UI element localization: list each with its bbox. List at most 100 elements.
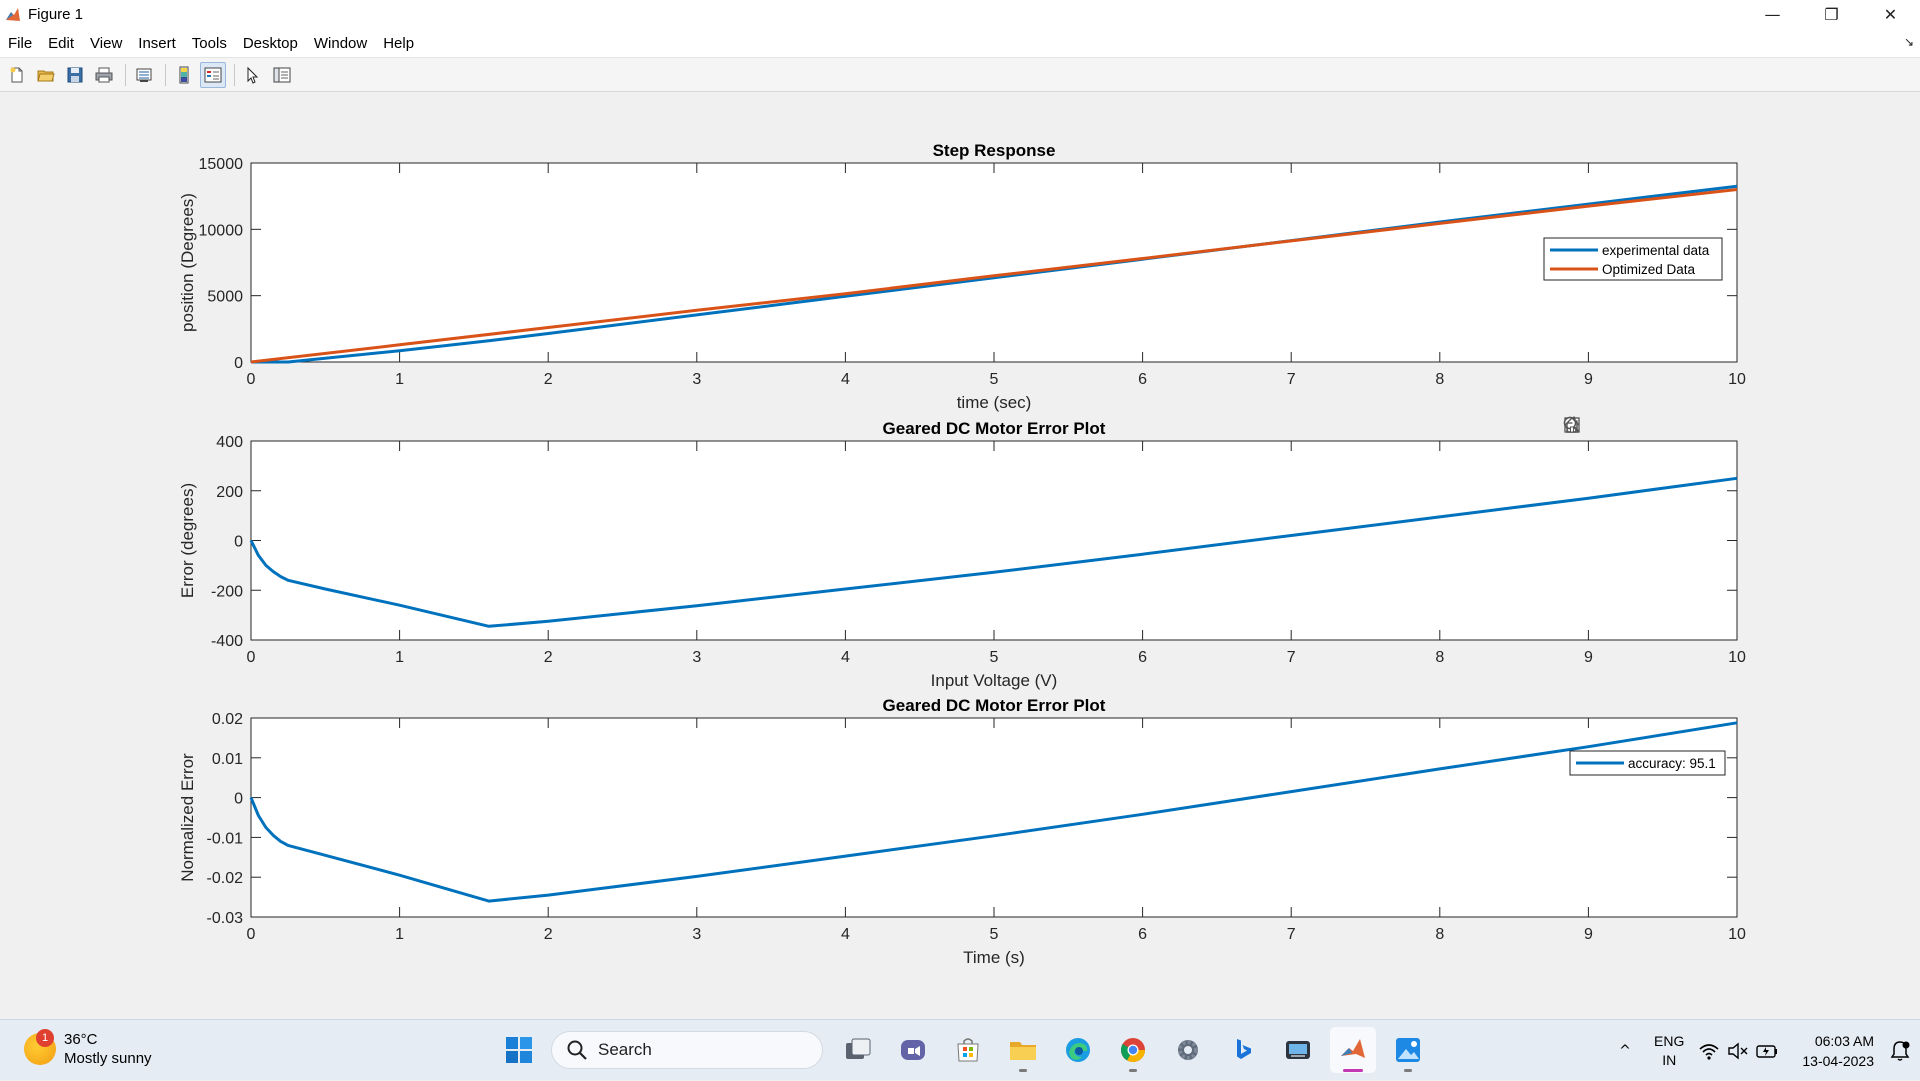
new-figure-button[interactable] <box>4 62 30 88</box>
x-axis-label: time (sec) <box>957 393 1032 412</box>
menu-edit[interactable]: Edit <box>48 34 75 52</box>
y-axis-label: Error (degrees) <box>178 483 197 598</box>
x-tick-label: 0 <box>247 371 256 388</box>
teams-app[interactable] <box>890 1027 936 1073</box>
bing-app[interactable] <box>1220 1027 1266 1073</box>
clock-date: 13-04-2023 <box>1802 1052 1874 1069</box>
insert-legend-button[interactable] <box>200 61 226 88</box>
x-tick-label: 8 <box>1435 649 1444 666</box>
system-tray: ^ ENG IN 06:03 AM 13-04-2023 <box>1610 1020 1920 1081</box>
zoom-out-button[interactable] <box>1563 415 1709 437</box>
clock-time: 06:03 AM <box>1814 1032 1874 1049</box>
brush-button[interactable] <box>1565 415 1609 437</box>
y-tick-label: 0 <box>234 534 243 551</box>
menu-desktop[interactable]: Desktop <box>242 34 298 52</box>
matlab-icon <box>5 6 21 23</box>
tray-status-icons[interactable] <box>1698 1041 1778 1061</box>
x-tick-label: 10 <box>1728 371 1746 388</box>
settings-app[interactable] <box>1165 1027 1211 1073</box>
photos-app[interactable] <box>1385 1027 1431 1073</box>
task-view-button[interactable] <box>835 1027 881 1073</box>
edit-plot-button[interactable] <box>240 62 266 88</box>
weather-widget[interactable]: 1 36°C Mostly sunny <box>24 1029 152 1068</box>
x-tick-label: 9 <box>1584 371 1593 388</box>
input-language[interactable]: ENG IN <box>1654 1032 1684 1070</box>
link-plot-icon <box>136 68 152 82</box>
microsoft-store-app[interactable] <box>945 1027 991 1073</box>
y-tick-label: 200 <box>216 484 243 501</box>
axes-1: 0 1 2 3 4 5 6 7 8 9 10 0 5000 10000 15000 Step Response… <box>178 141 1746 412</box>
save-button[interactable] <box>62 62 88 88</box>
open-file-button[interactable] <box>33 62 59 88</box>
edge-browser-icon <box>1066 1038 1090 1062</box>
x-tick-label: 9 <box>1584 649 1593 666</box>
maximize-button[interactable]: ❐ <box>1824 5 1839 24</box>
show-hidden-icons-button[interactable]: ^ <box>1619 1042 1631 1059</box>
file-explorer-app[interactable] <box>1000 1027 1046 1073</box>
minimize-button[interactable]: — <box>1764 5 1781 24</box>
start-button[interactable] <box>496 1027 542 1073</box>
task-view-icon <box>846 1038 871 1059</box>
toolbar-separator <box>165 63 166 86</box>
edit-plot-icon <box>247 66 259 84</box>
legend-box <box>1543 237 1723 281</box>
menu-tools[interactable]: Tools <box>191 34 227 52</box>
print-button[interactable] <box>91 62 117 88</box>
pan-button[interactable] <box>1565 415 1659 437</box>
x-axis-label: Input Voltage (V) <box>931 671 1058 690</box>
taskbar-search[interactable]: Search <box>551 1031 823 1069</box>
x-tick-label: 10 <box>1728 649 1746 666</box>
y-tick-label: 15000 <box>199 156 244 173</box>
x-tick-label: 4 <box>841 926 850 943</box>
figure-canvas: 0 1 2 3 4 5 6 7 8 9 10 0 5000 10000 15000 Step Response… <box>0 93 1920 1019</box>
x-tick-label: 5 <box>990 371 999 388</box>
menu-insert[interactable]: Insert <box>138 34 176 52</box>
x-axis-label: Time (s) <box>963 948 1025 967</box>
taskbar-clock[interactable]: 06:03 AM 13-04-2023 <box>1802 1031 1874 1071</box>
x-tick-label: 8 <box>1435 371 1444 388</box>
notifications-icon[interactable] <box>1888 1039 1912 1063</box>
y-axis-label: Normalized Error <box>178 753 197 882</box>
axes-toolbar <box>1562 415 1734 439</box>
chrome-app[interactable] <box>1110 1027 1156 1073</box>
y-axis-label: position (Degrees) <box>178 193 197 332</box>
property-inspector-button[interactable] <box>269 62 295 88</box>
legend-entry: experimental data <box>1602 243 1710 258</box>
menu-file[interactable]: File <box>8 34 33 52</box>
gear-icon <box>1178 1040 1198 1060</box>
media-app[interactable] <box>1275 1027 1321 1073</box>
zoom-in-button[interactable] <box>1563 415 1684 437</box>
toolbar-separator <box>234 63 235 86</box>
folder-icon <box>1010 1042 1036 1060</box>
search-label: Search <box>598 1040 652 1059</box>
x-tick-label: 7 <box>1287 926 1296 943</box>
legend-icon <box>204 67 222 82</box>
x-tick-label: 1 <box>395 926 404 943</box>
matlab-app[interactable] <box>1330 1027 1376 1073</box>
insert-colorbar-button[interactable] <box>171 62 197 88</box>
restore-view-button[interactable] <box>1564 415 1734 437</box>
menu-help[interactable]: Help <box>383 34 415 52</box>
edge-app[interactable] <box>1055 1027 1101 1073</box>
x-tick-label: 6 <box>1138 926 1147 943</box>
menu-window[interactable]: Window <box>313 34 368 52</box>
series-line-1 <box>249 476 1738 628</box>
colorbar-icon <box>179 66 189 83</box>
close-button[interactable]: ✕ <box>1883 5 1898 24</box>
window-title: Figure 1 <box>28 6 84 23</box>
dock-figure-icon[interactable]: ↘ <box>1903 35 1914 49</box>
menu-view[interactable]: View <box>90 34 123 52</box>
y-tick-label: -0.01 <box>207 830 244 847</box>
data-tips-button[interactable] <box>1564 415 1634 437</box>
plot-title: Step Response <box>933 141 1056 160</box>
taskbar-apps: Search <box>496 1027 1440 1073</box>
taskbar: 1 36°C Mostly sunny Search <box>0 1019 1920 1080</box>
x-tick-label: 3 <box>692 649 701 666</box>
y-tick-label: 400 <box>216 434 243 451</box>
store-icon <box>957 1038 979 1062</box>
plot-title: Geared DC Motor Error Plot <box>883 696 1106 715</box>
x-tick-label: 0 <box>247 926 256 943</box>
link-plot-button[interactable] <box>131 62 157 88</box>
y-tick-label: 0.02 <box>212 711 243 728</box>
